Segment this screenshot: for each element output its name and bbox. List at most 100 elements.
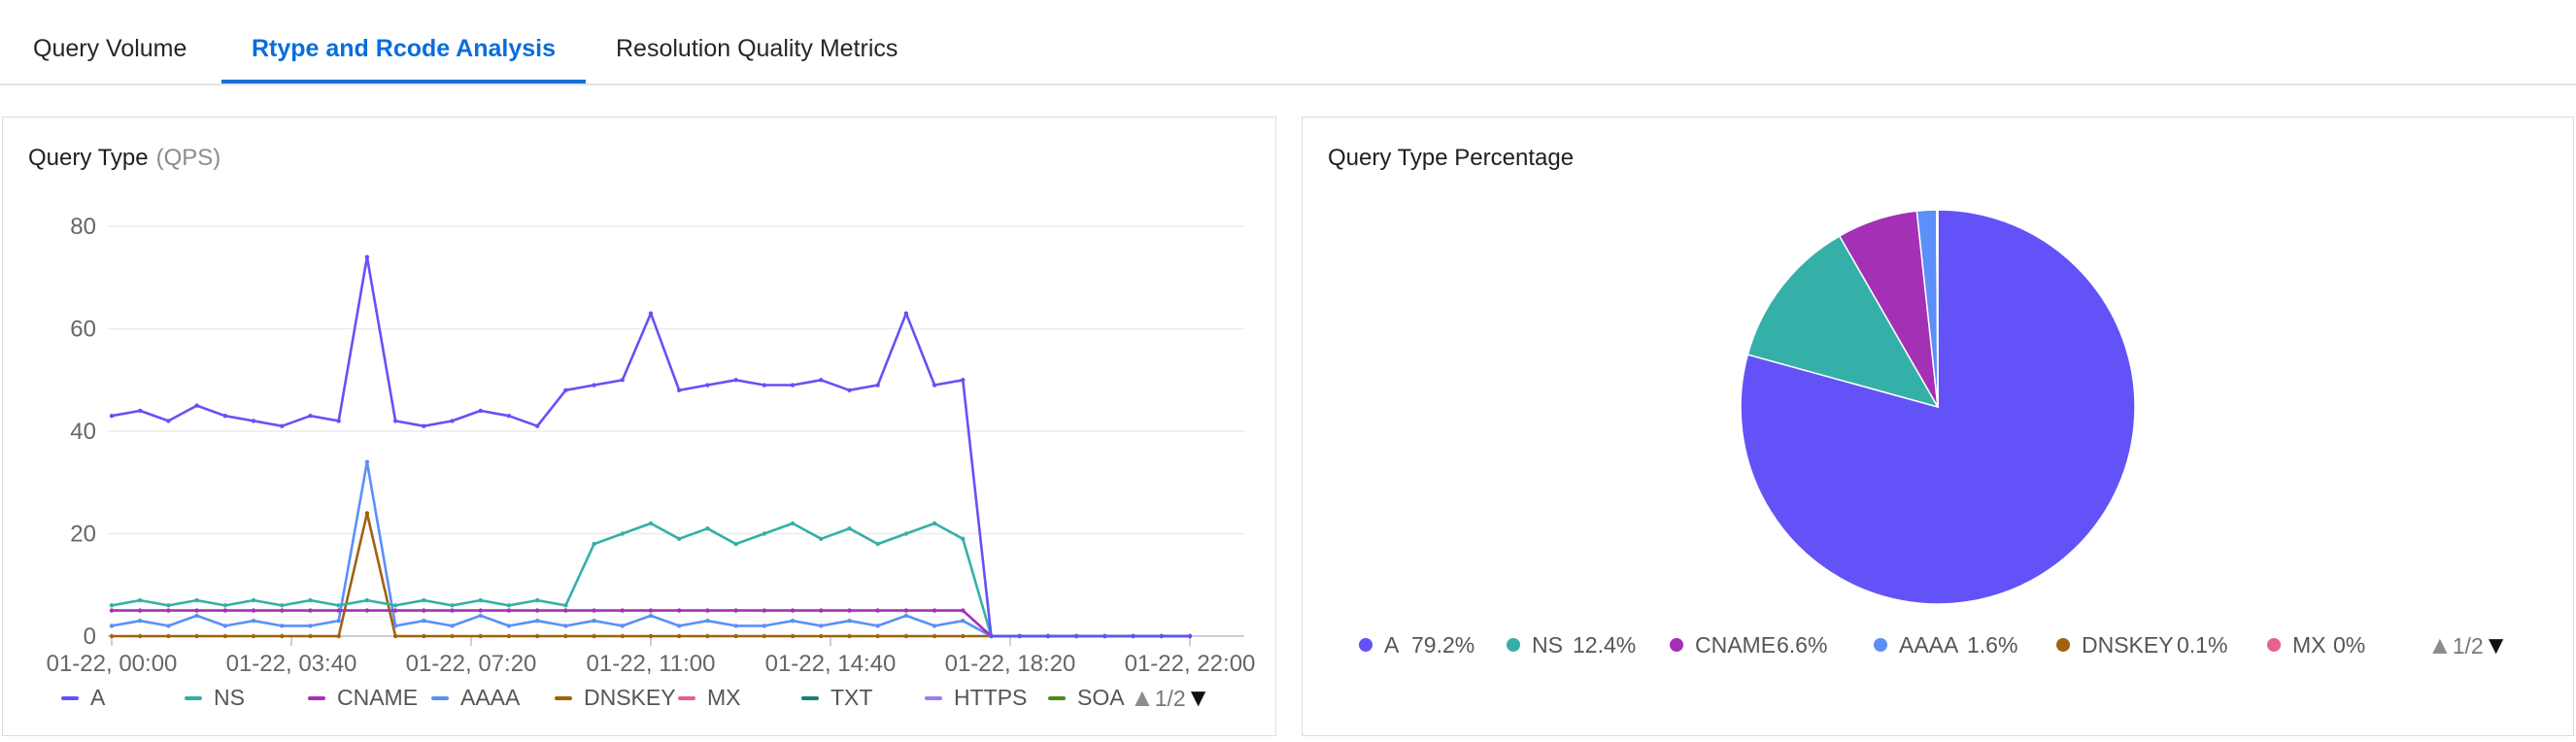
data-point-dnskey [251,633,256,639]
tab-resolution-quality-metrics[interactable]: Resolution Quality Metrics [616,35,898,62]
data-point-a [819,378,824,383]
data-point-ns [534,597,540,603]
data-point-cname [450,608,455,613]
data-point-a [592,383,596,388]
data-point-cname [563,608,568,613]
data-point-dnskey [903,633,909,639]
tab-rtype-rcode-analysis[interactable]: Rtype and Rcode Analysis [251,35,557,62]
data-point-dnskey [534,633,540,639]
pie-slice-ns[interactable] [1746,235,1940,409]
data-point-aaaa [478,613,483,619]
legend-percentage: 0.1% [2177,632,2228,658]
tab-divider [0,84,2576,85]
legend-label: AAAA [1899,632,1959,658]
legend-swatch [1507,638,1520,652]
data-point-dnskey [392,633,398,639]
data-point-dnskey [762,633,767,639]
data-point-ns [961,536,966,541]
data-point-ns [280,603,285,608]
data-point-aaaa [932,624,937,628]
data-point-cname [875,608,880,613]
data-point-cname [534,608,540,613]
data-point-aaaa [961,618,966,624]
legend-page-up-icon[interactable]: ▲ [1130,683,1155,712]
y-tick-label: 40 [70,419,96,445]
y-tick-label: 60 [70,317,96,343]
data-point-aaaa [222,624,228,628]
data-point-aaaa [677,624,682,628]
data-point-ns [790,521,796,526]
pie-slice-dnskey[interactable] [1935,209,1939,408]
legend-label: MX [707,685,741,710]
data-point-aaaa [336,618,341,624]
data-point-dnskey [847,633,852,639]
legend-swatch [2056,638,2070,652]
data-point-aaaa [422,618,426,624]
data-point-cname [903,608,909,613]
data-point-ns [620,531,625,536]
query-type-panel: Query Type (QPS) 80 60 40 20 0 01-22, 00:00 01… [2,117,1276,736]
data-point-aaaa [903,613,909,619]
data-point-cname [478,608,483,613]
x-tick-label: 01-22, 11:00 [587,651,716,677]
legend-swatch [1048,696,1066,700]
data-point-dnskey [422,633,426,639]
query-type-line-chart[interactable]: 80 60 40 20 0 01-22, 00:00 01-22, 03:40 01-22,… [3,195,1273,739]
data-point-aaaa [280,624,285,628]
data-point-ns [166,603,171,608]
data-point-dnskey [450,633,455,639]
data-point-dnskey [166,633,171,639]
data-point-a [932,383,937,388]
data-point-aaaa [166,624,171,628]
data-point-ns [677,536,682,541]
data-point-aaaa [733,624,738,628]
data-point-ns [109,603,115,608]
series-line-ns[interactable] [111,522,1190,638]
data-point-aaaa [534,618,540,624]
pie-legend-page-up-icon[interactable]: ▲ [2427,630,2453,659]
query-type-percentage-legend: A 79.2% NS 12.4% CNAME 6.6% AAAA 1.6% DNSKEY 0.1%… [1359,630,2427,659]
data-point-dnskey [222,633,228,639]
x-tick-label: 01-22, 00:00 [47,651,178,677]
data-point-cname [677,608,682,613]
legend-page-indicator: 1/2 [1154,686,1186,711]
data-point-cname [648,608,654,613]
data-point-cname [336,608,341,613]
query-type-pie-chart[interactable] [1303,156,2571,681]
data-point-cname [109,608,115,613]
data-point-dnskey [790,633,796,639]
data-point-a [280,423,285,428]
data-point-ns [478,597,483,603]
x-tick-label: 01-22, 14:40 [765,651,897,677]
data-point-dnskey [592,633,596,639]
data-point-ns [932,521,937,526]
data-point-aaaa [875,624,880,628]
legend-swatch [61,696,79,700]
data-point-ns [222,603,228,608]
data-point-ns [336,603,341,608]
data-point-a [109,413,115,419]
y-tick-label: 20 [70,522,96,548]
data-point-a [989,633,994,639]
query-type-percentage-legend-pager: ▲1/2▼ [2427,630,2508,659]
tab-query-volume[interactable]: Query Volume [33,35,187,62]
data-point-dnskey [336,633,341,639]
active-tab-indicator [221,80,586,84]
legend-page-down-icon[interactable]: ▼ [1185,683,1211,712]
query-type-legend-pager: ▲1/2▼ [1130,683,1210,712]
data-point-dnskey [648,633,654,639]
legend-swatch [185,696,202,700]
data-point-dnskey [733,633,738,639]
data-point-ns [506,603,512,608]
pie-legend-page-down-icon[interactable]: ▼ [2483,630,2509,659]
data-point-cname [194,608,199,613]
data-point-ns [733,541,738,547]
data-point-ns [392,603,398,608]
legend-swatch [925,696,942,700]
data-point-dnskey [563,633,568,639]
data-point-a [903,311,909,316]
data-point-dnskey [677,633,682,639]
data-point-cname [280,608,285,613]
data-point-ns [251,597,256,603]
data-point-cname [961,608,966,613]
